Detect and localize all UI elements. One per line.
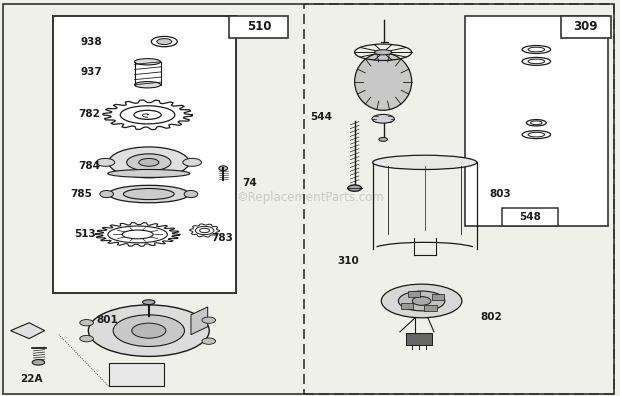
Ellipse shape (184, 190, 198, 198)
Polygon shape (191, 307, 208, 335)
Text: 782: 782 (79, 109, 100, 119)
Bar (502, 208, 558, 226)
Text: 783: 783 (211, 232, 232, 243)
Text: 784: 784 (79, 160, 100, 171)
Bar (401, 303, 413, 309)
Ellipse shape (135, 59, 161, 65)
Bar (53, 16, 236, 293)
Bar (424, 305, 436, 311)
Ellipse shape (80, 320, 94, 326)
Bar (229, 16, 288, 38)
Text: 544: 544 (310, 112, 332, 122)
Ellipse shape (348, 185, 361, 191)
Ellipse shape (374, 50, 392, 55)
Bar (465, 16, 608, 226)
Text: 74: 74 (242, 178, 257, 188)
Ellipse shape (157, 38, 172, 44)
Ellipse shape (123, 188, 174, 200)
Ellipse shape (143, 300, 155, 305)
Text: 309: 309 (574, 20, 598, 33)
Ellipse shape (32, 360, 45, 365)
Text: 548: 548 (519, 212, 541, 222)
Ellipse shape (139, 158, 159, 166)
Text: 801: 801 (96, 315, 118, 325)
Text: ©ReplacementParts.com: ©ReplacementParts.com (236, 192, 384, 204)
Ellipse shape (355, 53, 412, 110)
Ellipse shape (372, 114, 394, 123)
Bar (432, 294, 444, 300)
Bar (408, 291, 420, 297)
Text: 310: 310 (337, 256, 360, 267)
Ellipse shape (108, 147, 189, 178)
Text: 937: 937 (81, 67, 102, 77)
Bar (304, 4, 614, 394)
Ellipse shape (108, 185, 189, 203)
Ellipse shape (131, 323, 166, 338)
Text: 938: 938 (81, 36, 102, 47)
Text: 785: 785 (70, 189, 92, 199)
Ellipse shape (183, 158, 202, 166)
Ellipse shape (126, 154, 171, 171)
Text: 510: 510 (247, 20, 271, 33)
Polygon shape (11, 323, 45, 339)
Ellipse shape (373, 155, 477, 169)
Ellipse shape (379, 137, 388, 141)
Ellipse shape (219, 166, 228, 171)
Ellipse shape (88, 305, 210, 356)
Ellipse shape (113, 315, 185, 346)
Ellipse shape (108, 169, 190, 177)
Ellipse shape (412, 297, 431, 305)
Ellipse shape (135, 82, 161, 88)
Bar (561, 16, 611, 38)
Ellipse shape (202, 338, 216, 344)
Text: 513: 513 (74, 229, 96, 240)
Ellipse shape (381, 284, 462, 318)
Bar (108, 363, 164, 386)
Ellipse shape (80, 335, 94, 342)
Text: 803: 803 (490, 189, 511, 199)
Bar (406, 333, 432, 345)
Ellipse shape (399, 291, 445, 311)
Ellipse shape (100, 190, 113, 198)
Text: 802: 802 (480, 312, 502, 322)
Ellipse shape (96, 158, 115, 166)
Text: 22A: 22A (20, 374, 42, 385)
Ellipse shape (202, 317, 216, 324)
